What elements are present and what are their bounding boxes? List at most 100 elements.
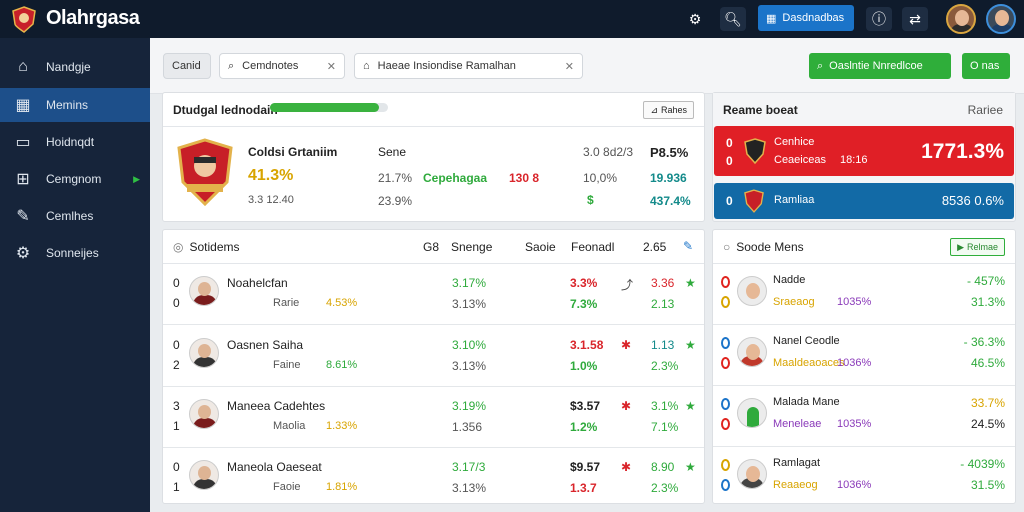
team-name: Ramliaa <box>774 194 815 206</box>
details-button[interactable]: ⊿ Rahes <box>643 101 694 119</box>
rank-number: 0 <box>726 136 733 150</box>
stat-value: 437.4% <box>650 194 691 208</box>
stat-value: 1.13 <box>651 338 675 352</box>
stat-value: 1.3.7 <box>570 481 597 495</box>
dashboard-button[interactable]: ▦ Dasdnadbas <box>758 5 854 31</box>
rank-number: 0 <box>726 194 733 208</box>
row-index: 1 <box>173 419 180 433</box>
player-name: Oasnen Saiha <box>227 338 304 352</box>
team-crest-icon <box>744 138 766 164</box>
second-avatar[interactable] <box>986 4 1016 34</box>
search-chip[interactable]: ⌕ Cemdnotes ✕ <box>219 53 345 79</box>
stat-value: 46.5% <box>970 356 1005 370</box>
status-ring-icon <box>721 418 730 430</box>
dashboard-button-label: Dasdnadbas <box>782 12 845 24</box>
sidebar-item-settings[interactable]: ⚙ Sonneijes <box>0 236 150 270</box>
stat-value: 3.36 <box>651 276 675 290</box>
rank-number: 0 <box>726 154 733 168</box>
player-name: Nadde <box>773 274 806 286</box>
list-item[interactable]: Nanel Ceodle Maaldeaoaces 1036% - 36.3% … <box>713 325 1015 386</box>
close-icon[interactable]: ✕ <box>564 60 574 73</box>
status-label: Cepehagaa <box>423 171 488 185</box>
ranking-panel: ○ Soode Mens ▶ Relmae Nadde Sraeaog 1035… <box>712 229 1016 504</box>
calendar-icon: ▦ <box>766 12 777 25</box>
avatar <box>737 459 767 489</box>
players-header: ◎ Sotidems G8 Snenge Saoie Feonadl 2.65 … <box>163 230 704 264</box>
player-pct: 1035% <box>837 418 872 430</box>
filter-bar: Canid ⌕ Cemdnotes ✕ ⌂ Haeae Insiondise R… <box>150 38 1024 94</box>
list-item[interactable]: Ramlagat Reaaeog 1036% - 4039% 31.5% <box>713 447 1015 508</box>
avatar <box>189 338 219 368</box>
status-ring-icon <box>721 337 730 349</box>
stat-value: 31.3% <box>970 295 1005 309</box>
player-role: Faoie <box>273 481 301 493</box>
summary-panel: Dtudgal Iednodain ⊿ Rahes Coldsi Grtanii… <box>162 92 705 222</box>
row-index: 0 <box>173 338 180 352</box>
monitor-icon: ▭ <box>15 134 31 151</box>
table-row[interactable]: 0 1 Maneola Oaeseat Faoie 1.81% 3.17/3 3… <box>163 448 704 509</box>
location-chip[interactable]: ⌂ Haeae Insiondise Ramalhan ✕ <box>354 53 583 79</box>
ranking-button[interactable]: ▶ Relmae <box>950 238 1005 256</box>
filter-chip-label: Canid <box>172 60 201 72</box>
filter-chip-cancel[interactable]: Canid <box>163 53 211 79</box>
stat-value: 3.17% <box>452 276 487 290</box>
search-icon: ⌕ <box>228 59 235 72</box>
list-item[interactable]: Malada Mane Meneleae 1035% 33.7% 24.5% <box>713 386 1015 447</box>
row-index: 0 <box>173 460 180 474</box>
avatar <box>737 276 767 306</box>
scoreband-blue[interactable]: 0 Ramliaa 8536 0.6% <box>714 183 1014 219</box>
player-name: Maneola Oaeseat <box>227 460 322 474</box>
scoreband-red[interactable]: 0 0 Cenhice Ceaeiceas 18:16 1771.3% <box>714 126 1014 176</box>
close-icon[interactable]: ✕ <box>326 60 336 73</box>
user-avatar[interactable] <box>946 4 976 34</box>
player-name: Ramlagat <box>773 457 821 469</box>
button-label: O nas <box>970 60 1000 72</box>
sidebar-item-monitor[interactable]: ▭ Hoidnqdt <box>0 125 150 159</box>
stat-value: 3.1.58 <box>570 338 604 352</box>
stat-value: 2.3% <box>651 481 679 495</box>
sidebar-item-home[interactable]: ⌂ Nandgje <box>0 50 150 84</box>
stat-value: 7.1% <box>651 420 679 434</box>
stat-value: 1.0% <box>570 359 598 373</box>
table-row[interactable]: 0 2 Oasnen Saiha Faine 8.61% 3.10% 3.13%… <box>163 326 704 387</box>
edit-icon[interactable]: ✎ <box>683 239 694 253</box>
table-row[interactable]: 0 0 Noahelcfan Rarie 4.53% 3.17% 3.13% 3… <box>163 264 704 325</box>
stat-value: 7.3% <box>570 297 598 311</box>
player-pct: 1035% <box>837 296 872 308</box>
sidebar-item-bag[interactable]: ⊞ Cemgnom ▶ <box>0 162 150 196</box>
player-pct: 8.61% <box>326 359 358 371</box>
player-name: Nanel Ceodle <box>773 335 840 347</box>
player-role: Rarie <box>273 297 300 309</box>
avatar <box>737 398 767 428</box>
currency-icon: $ <box>587 193 594 207</box>
progress-bar-fill <box>270 103 379 112</box>
column-header: Snenge <box>451 240 493 254</box>
primary-action-button[interactable]: ⌕ Oaslntie Nnredlcoe <box>809 53 951 79</box>
transfer-icon[interactable]: ⇄ <box>902 7 928 31</box>
sidebar-item-menus[interactable]: ▦ Memins <box>0 88 150 122</box>
link-icon: ⊿ <box>650 104 658 115</box>
row-index: 0 <box>173 296 180 310</box>
chevron-right-icon: ▶ <box>133 173 140 184</box>
stat-value: 3.3% <box>570 276 598 290</box>
column-header: P8.5% <box>650 145 689 160</box>
list-item[interactable]: Nadde Sraeaog 1035% - 457% 31.3% <box>713 264 1015 325</box>
stat-value: $9.57 <box>570 460 601 474</box>
small-action-button[interactable]: O nas <box>962 53 1010 79</box>
trend-icon: ✱ <box>621 399 632 413</box>
team-crest-icon <box>177 138 233 206</box>
table-row[interactable]: 3 1 Maneea Cadehtes Maolia 1.33% 3.19% 1… <box>163 387 704 448</box>
player-pct: 1036% <box>837 357 872 369</box>
info-icon[interactable]: ⓘ <box>866 7 892 31</box>
player-team: Sraeaog <box>773 296 815 308</box>
stat-value: 3.1% <box>651 399 679 413</box>
status-ring-icon <box>721 276 730 288</box>
stat-value: 3.10% <box>452 338 487 352</box>
sidebar-item-tools[interactable]: ✎ Cemlhes <box>0 199 150 233</box>
stat-value: 31.5% <box>970 478 1005 492</box>
search-icon[interactable]: 🔍︎ <box>720 7 746 31</box>
settings-gear-icon[interactable]: ⚙ <box>688 10 702 27</box>
sidebar-item-label: Sonneijes <box>46 246 99 260</box>
avatar <box>189 276 219 306</box>
scorebox-header: Reame boeat Rariee <box>713 93 1015 127</box>
